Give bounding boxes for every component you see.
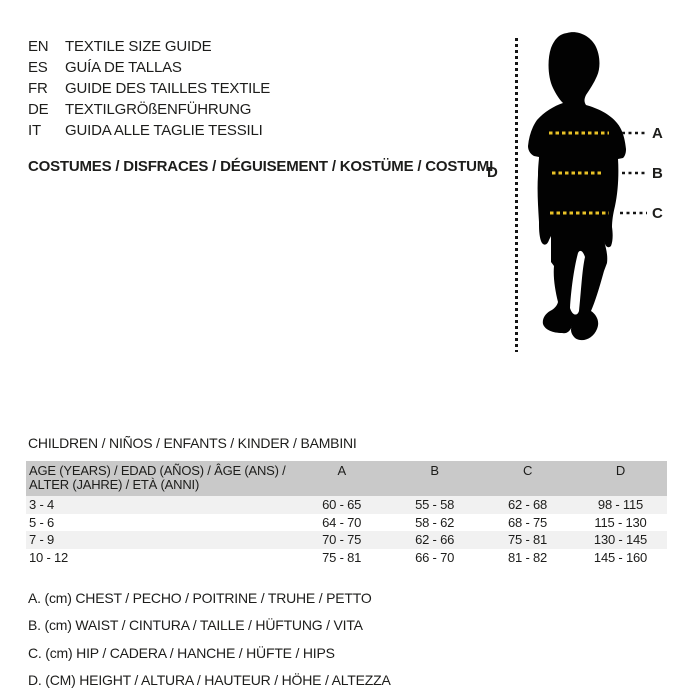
age-cell: 3 - 4 (29, 497, 55, 513)
column-header-b: B (430, 463, 439, 478)
hip-cell: 62 - 68 (508, 497, 548, 513)
height-cell: 130 - 145 (593, 532, 648, 548)
age-header-line1: AGE (YEARS) / EDAD (AÑOS) / ÂGE (ANS) / (29, 463, 286, 478)
table-row: 10 - 12 75 - 81 66 - 70 81 - 82 145 - 16… (26, 548, 667, 566)
column-header-a: A (337, 463, 346, 478)
language-label: GUIDE DES TAILLES TEXTILE (65, 80, 271, 97)
language-label: GUIDA ALLE TAGLIE TESSILI (65, 122, 263, 139)
hip-cell: 81 - 82 (508, 549, 548, 565)
chest-cell: 64 - 70 (322, 514, 362, 530)
table-header-row: AGE (YEARS) / EDAD (AÑOS) / ÂGE (ANS) / … (26, 461, 667, 496)
language-row-es: ES GUÍA DE TALLAS (28, 57, 270, 78)
legend-waist: B. (cm) WAIST / CINTURA / TAILLE / HÜFTU… (28, 617, 363, 634)
category-heading: COSTUMES / DISFRACES / DÉGUISEMENT / KOS… (28, 158, 494, 175)
column-header-c: C (522, 463, 533, 478)
chest-cell: 60 - 65 (322, 497, 362, 513)
table-row: 3 - 4 60 - 65 55 - 58 62 - 68 98 - 115 (26, 496, 667, 514)
hip-cell: 68 - 75 (508, 514, 548, 530)
waist-cell: 62 - 66 (415, 532, 455, 548)
hip-cell: 75 - 81 (508, 532, 548, 548)
measure-label-b: B (652, 165, 663, 182)
language-code: EN (28, 38, 49, 55)
measure-label-c: C (652, 205, 663, 222)
waist-cell: 58 - 62 (415, 514, 455, 530)
height-cell: 115 - 130 (594, 514, 647, 530)
measure-label-a: A (652, 125, 663, 142)
column-header-d: D (615, 463, 626, 478)
language-row-de: DE TEXTILGRÖßENFÜHRUNG (28, 99, 270, 120)
waist-cell: 55 - 58 (415, 497, 455, 513)
height-cell: 145 - 160 (593, 549, 648, 565)
age-cell: 10 - 12 (29, 549, 69, 565)
measure-label-d: D (487, 164, 498, 181)
size-table: AGE (YEARS) / EDAD (AÑOS) / ÂGE (ANS) / … (26, 461, 667, 566)
legend-chest: A. (cm) CHEST / PECHO / POITRINE / TRUHE… (28, 589, 372, 606)
language-label: GUÍA DE TALLAS (65, 59, 182, 76)
chest-cell: 75 - 81 (322, 549, 362, 565)
language-label: TEXTILE SIZE GUIDE (65, 38, 212, 55)
language-row-it: IT GUIDA ALLE TAGLIE TESSILI (28, 120, 270, 141)
table-row: 5 - 6 64 - 70 58 - 62 68 - 75 115 - 130 (26, 513, 667, 531)
age-cell: 5 - 6 (29, 514, 55, 530)
chest-cell: 70 - 75 (322, 532, 362, 548)
children-section-title: CHILDREN / NIÑOS / ENFANTS / KINDER / BA… (28, 435, 357, 451)
height-cell: 98 - 115 (597, 497, 644, 513)
age-cell: 7 - 9 (29, 532, 55, 548)
child-silhouette (528, 32, 626, 341)
language-code: IT (28, 122, 41, 139)
child-silhouette-diagram (515, 32, 647, 352)
legend-hip: C. (cm) HIP / CADERA / HANCHE / HÜFTE / … (28, 644, 335, 661)
waist-cell: 66 - 70 (415, 549, 455, 565)
legend-height: D. (CM) HEIGHT / ALTURA / HAUTEUR / HÖHE… (28, 672, 391, 689)
language-row-fr: FR GUIDE DES TAILLES TEXTILE (28, 78, 270, 99)
language-row-en: EN TEXTILE SIZE GUIDE (28, 36, 270, 57)
table-row: 7 - 9 70 - 75 62 - 66 75 - 81 130 - 145 (26, 531, 667, 549)
age-column-header: AGE (YEARS) / EDAD (AÑOS) / ÂGE (ANS) / … (26, 464, 295, 492)
language-code: ES (28, 59, 48, 76)
language-code: FR (28, 80, 48, 97)
measurement-legend: A. (cm) CHEST / PECHO / POITRINE / TRUHE… (28, 584, 391, 694)
language-label: TEXTILGRÖßENFÜHRUNG (65, 101, 252, 118)
language-title-list: EN TEXTILE SIZE GUIDE ES GUÍA DE TALLAS … (28, 36, 270, 141)
age-header-line2: ALTER (JAHRE) / ETÀ (ANNI) (29, 477, 200, 492)
language-code: DE (28, 101, 49, 118)
